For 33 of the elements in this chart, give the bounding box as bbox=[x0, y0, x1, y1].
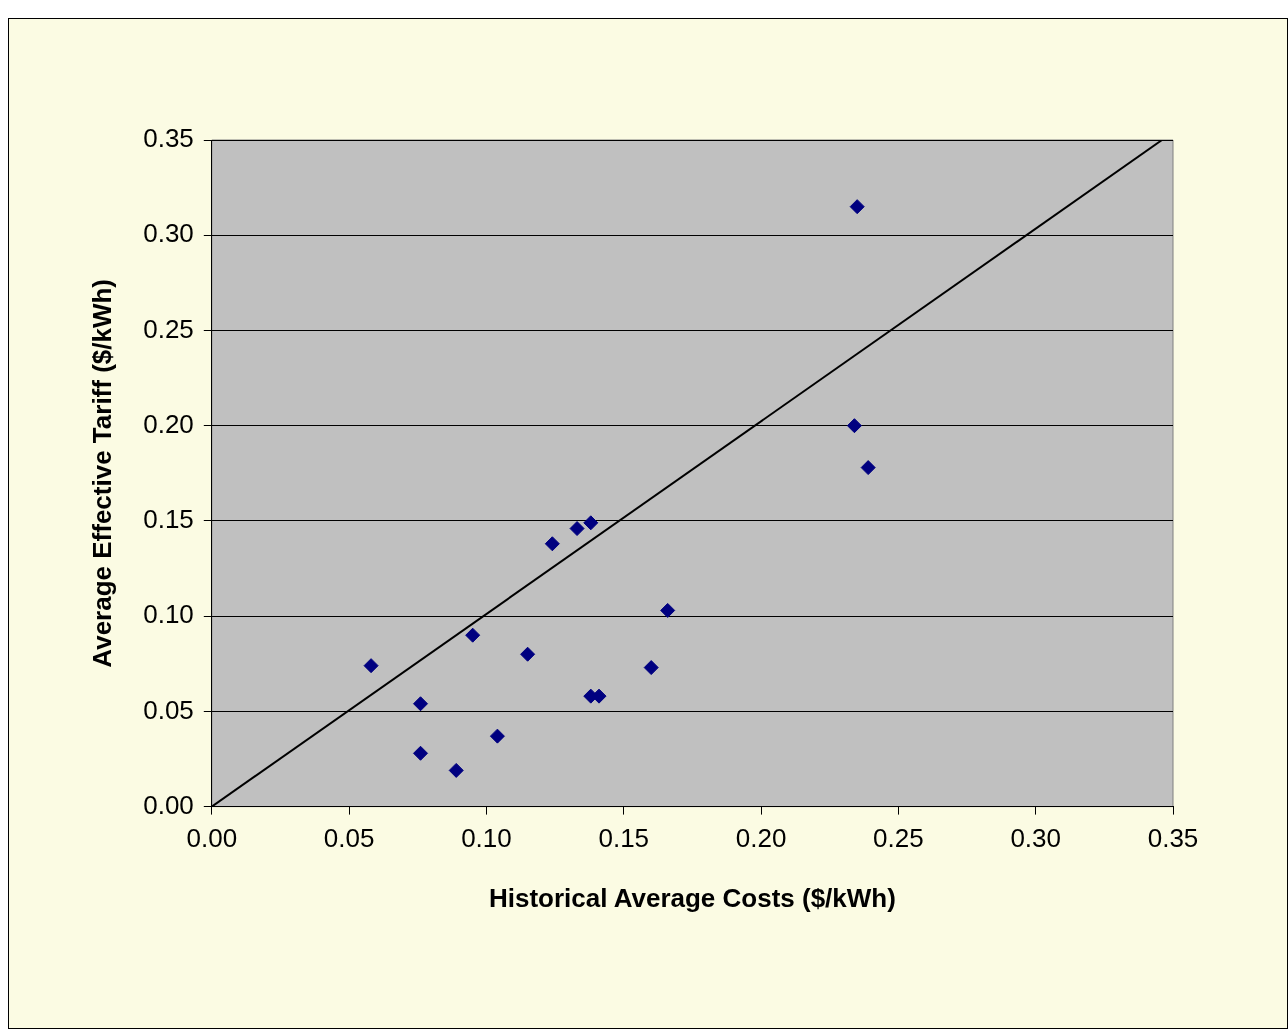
point bbox=[465, 627, 481, 643]
y-tick-label: 0.30 bbox=[143, 218, 194, 249]
point bbox=[520, 646, 536, 662]
y-tick-label: 0.10 bbox=[143, 599, 194, 630]
point bbox=[583, 515, 599, 531]
x-tick-label: 0.00 bbox=[186, 823, 238, 854]
x-tick-label: 0.20 bbox=[735, 823, 787, 854]
x-tick-label: 0.35 bbox=[1147, 823, 1199, 854]
y-tick-label: 0.15 bbox=[143, 504, 194, 535]
point bbox=[363, 658, 379, 674]
x-tick-label: 0.10 bbox=[461, 823, 512, 854]
y-tick-label: 0.20 bbox=[143, 408, 194, 439]
y-tick-label: 0.00 bbox=[143, 789, 194, 820]
point bbox=[643, 660, 659, 676]
x-axis-title: Historical Average Costs ($/kWh) bbox=[488, 882, 896, 913]
y-tick-label: 0.35 bbox=[143, 123, 194, 154]
point bbox=[448, 762, 464, 778]
y-axis-title: Average Effective Tariff ($/kWh) bbox=[86, 278, 117, 668]
y-tick-label: 0.05 bbox=[143, 694, 194, 725]
point bbox=[849, 199, 865, 215]
point bbox=[413, 696, 429, 712]
point bbox=[660, 602, 676, 618]
point bbox=[413, 745, 429, 761]
x-tick-label: 0.25 bbox=[873, 823, 924, 854]
x-tick-label: 0.30 bbox=[1010, 823, 1061, 854]
x-tick-label: 0.05 bbox=[323, 823, 375, 854]
x-tick-label: 0.15 bbox=[598, 823, 650, 854]
point bbox=[489, 728, 505, 744]
point bbox=[544, 536, 560, 552]
point bbox=[569, 521, 585, 537]
point bbox=[860, 460, 876, 476]
y-tick-label: 0.25 bbox=[143, 313, 194, 344]
point bbox=[846, 418, 862, 434]
